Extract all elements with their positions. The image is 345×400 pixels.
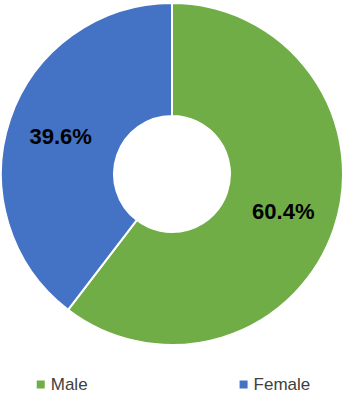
svg-text:60.4%: 60.4% [252,199,314,224]
svg-text:Male: Male [51,375,88,394]
svg-text:39.6%: 39.6% [30,124,92,149]
svg-text:Female: Female [254,375,311,394]
